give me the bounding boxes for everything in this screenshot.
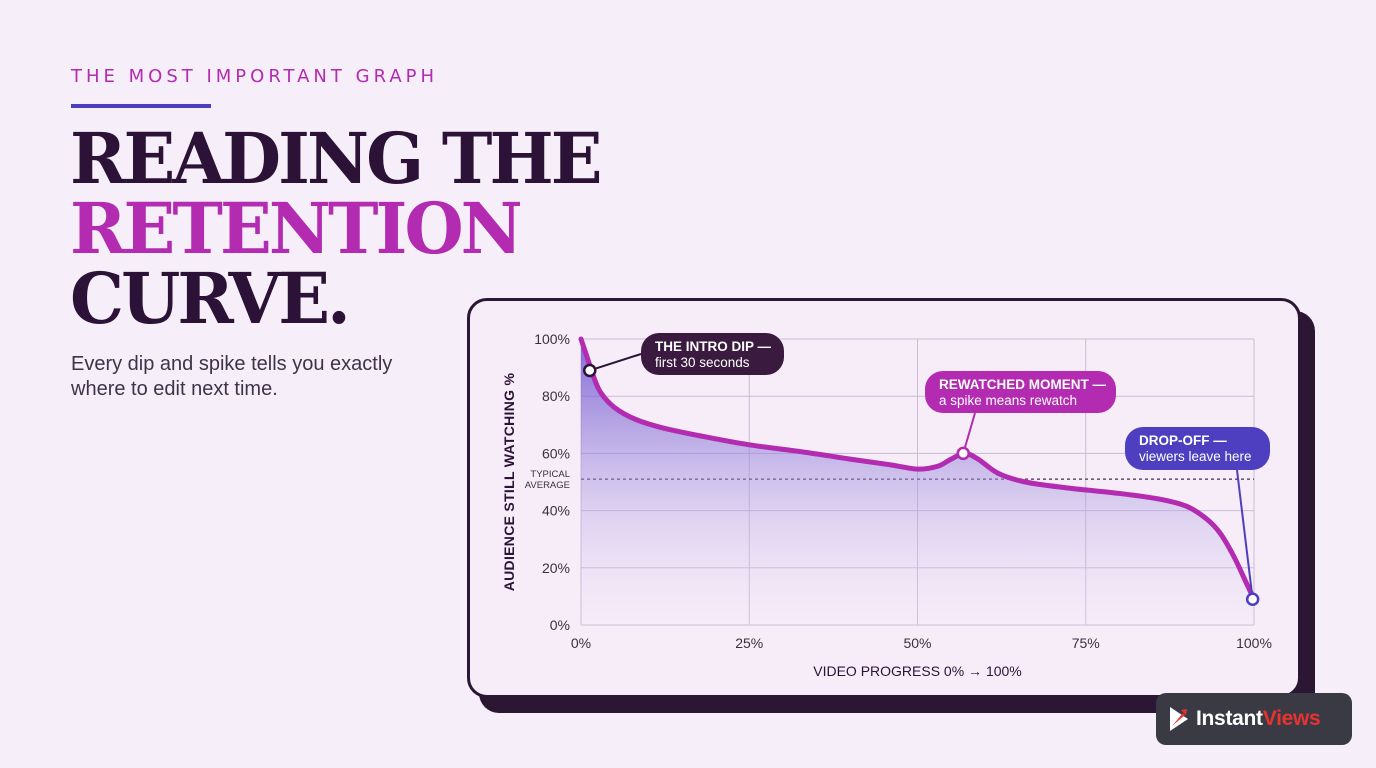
- eyebrow-underline: [71, 104, 211, 108]
- title-line-2: RETENTION: [70, 187, 523, 270]
- play-arrow-logo-icon: [1168, 705, 1190, 733]
- eyebrow-label: THE MOST IMPORTANT GRAPH: [71, 66, 439, 87]
- page-title: READING THE RETENTION CURVE.: [70, 117, 603, 340]
- title-line-1: READING THE: [70, 117, 603, 200]
- chart-card: [467, 298, 1301, 698]
- brand-name-part-2: Views: [1262, 707, 1321, 730]
- subtitle: Every dip and spike tells you exactly wh…: [71, 353, 393, 400]
- brand-name: InstantViews: [1196, 707, 1321, 731]
- title-line-3: CURVE.: [70, 257, 351, 340]
- brand-name-part-1: Instant: [1196, 707, 1263, 730]
- brand-badge: InstantViews: [1156, 693, 1352, 745]
